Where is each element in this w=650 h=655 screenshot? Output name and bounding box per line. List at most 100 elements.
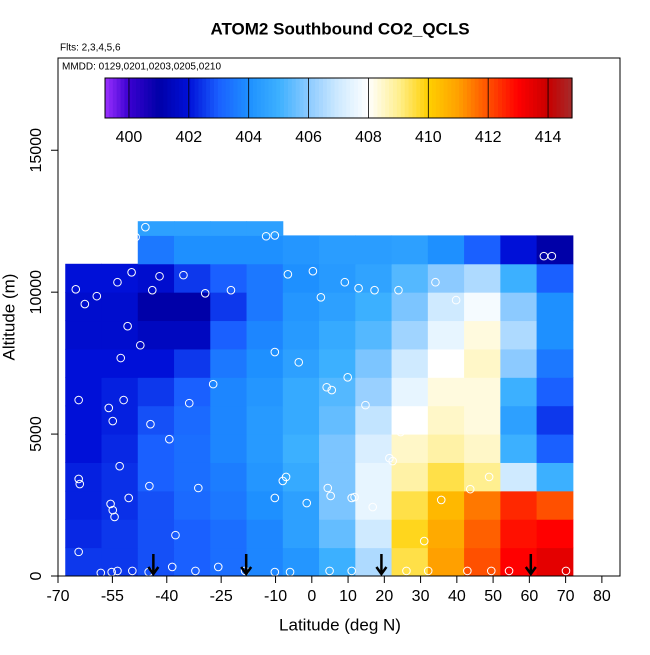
colorbar-swatch <box>533 78 538 118</box>
flight-point <box>74 547 83 557</box>
flight-point <box>270 231 280 240</box>
colorbar-swatch <box>287 78 293 118</box>
colorbar-swatch <box>237 78 242 118</box>
colorbar-swatch <box>459 78 464 118</box>
flight-point <box>145 481 154 491</box>
arrow <box>375 554 388 577</box>
heat-cell <box>65 434 103 463</box>
colorbar-swatch <box>420 78 425 118</box>
flight-point <box>184 398 194 408</box>
flight-point <box>155 271 164 281</box>
heat-cell <box>355 235 393 265</box>
heat-cell <box>137 434 175 463</box>
heat-cell <box>246 490 284 520</box>
flight-point <box>261 231 271 241</box>
colorbar-swatch <box>396 78 402 118</box>
flight-point <box>92 291 102 301</box>
heat-cell <box>210 462 248 492</box>
x-tick-label: 0 <box>307 588 316 605</box>
flight-point <box>165 434 174 444</box>
colorbar-swatch <box>424 78 429 118</box>
flight-point <box>74 474 83 484</box>
flight-point <box>326 491 335 501</box>
heat-cell <box>464 490 501 520</box>
heat-cell <box>137 490 175 520</box>
colorbar-swatch <box>124 78 129 118</box>
flight-point <box>322 382 331 392</box>
flight-point <box>486 566 496 576</box>
x-tick-label: -40 <box>155 588 178 605</box>
heat-cell <box>282 434 320 463</box>
heat-cell <box>464 377 501 407</box>
flight-point <box>270 493 280 503</box>
colorbar-swatch <box>190 78 196 118</box>
colorbar-tick-label: 402 <box>175 129 202 146</box>
colorbar-swatch <box>175 78 180 118</box>
colorbar-swatch <box>132 78 137 118</box>
flight-point <box>368 502 378 512</box>
heat-cell <box>355 462 393 492</box>
colorbar-swatch <box>225 78 231 118</box>
colorbar-swatch <box>229 78 235 118</box>
x-tick-label: -55 <box>101 588 124 605</box>
flight-point <box>561 566 571 576</box>
heat-cell <box>101 320 139 350</box>
heat-cell <box>319 405 356 435</box>
heat-cell <box>65 462 103 492</box>
heat-cell <box>137 320 175 350</box>
heat-cell <box>427 547 465 577</box>
colorbar-swatch <box>412 78 417 118</box>
heat-cell <box>355 377 393 407</box>
heat-cell <box>282 462 320 492</box>
heat-cell <box>246 547 284 577</box>
colorbar-swatch <box>466 78 472 118</box>
colorbar-swatch <box>299 78 305 118</box>
heat-cell <box>427 462 465 492</box>
heat-cell <box>137 235 175 265</box>
flight-point <box>350 492 359 502</box>
heat-cell <box>210 405 248 435</box>
colorbar-swatch <box>416 78 421 118</box>
y-tick-label: 0 <box>28 571 45 580</box>
flight-point <box>128 566 137 576</box>
colorbar-tick-label: 412 <box>475 129 502 146</box>
colorbar-swatch <box>334 78 340 118</box>
heat-cell <box>319 462 356 492</box>
heat-cell <box>137 292 175 322</box>
heat-cell <box>137 405 175 435</box>
colorbar-swatch <box>428 78 433 118</box>
flight-point <box>119 395 128 405</box>
y-tick-label: 10000 <box>28 270 45 315</box>
flight-point <box>504 566 514 576</box>
flight-point <box>194 483 203 493</box>
heat-cell <box>536 292 574 322</box>
x-axis-label: Latitude (deg N) <box>279 615 401 634</box>
heat-cell <box>391 377 429 407</box>
colorbar-swatch <box>210 78 215 118</box>
colorbar-swatch <box>291 78 297 118</box>
colorbar-swatch <box>373 78 379 118</box>
heat-cell <box>210 292 248 322</box>
heat-cell <box>536 434 574 463</box>
flight-point <box>294 357 304 367</box>
plot-frame <box>57 57 621 577</box>
heat-cell <box>246 320 284 350</box>
colorbar-swatch <box>478 78 484 118</box>
chart-title: ATOM2 Southbound CO2_QCLS <box>210 19 469 38</box>
colorbar-swatch <box>268 78 273 118</box>
heat-cell <box>391 263 429 293</box>
flight-point <box>340 277 350 287</box>
colorbar-tick-label: 414 <box>535 129 562 146</box>
heat-cell <box>464 519 501 549</box>
colorbar-swatch <box>198 78 203 118</box>
colorbar-swatch <box>474 78 480 118</box>
heat-cell <box>246 292 284 322</box>
flight-point <box>463 566 472 576</box>
colorbar-swatch <box>105 78 110 118</box>
heat-cell <box>464 405 501 435</box>
heat-cell <box>427 519 465 549</box>
colorbar-swatch <box>147 78 153 118</box>
heat-cell <box>282 547 320 577</box>
heat-cell <box>355 348 393 378</box>
x-tick-label: 60 <box>520 588 538 605</box>
